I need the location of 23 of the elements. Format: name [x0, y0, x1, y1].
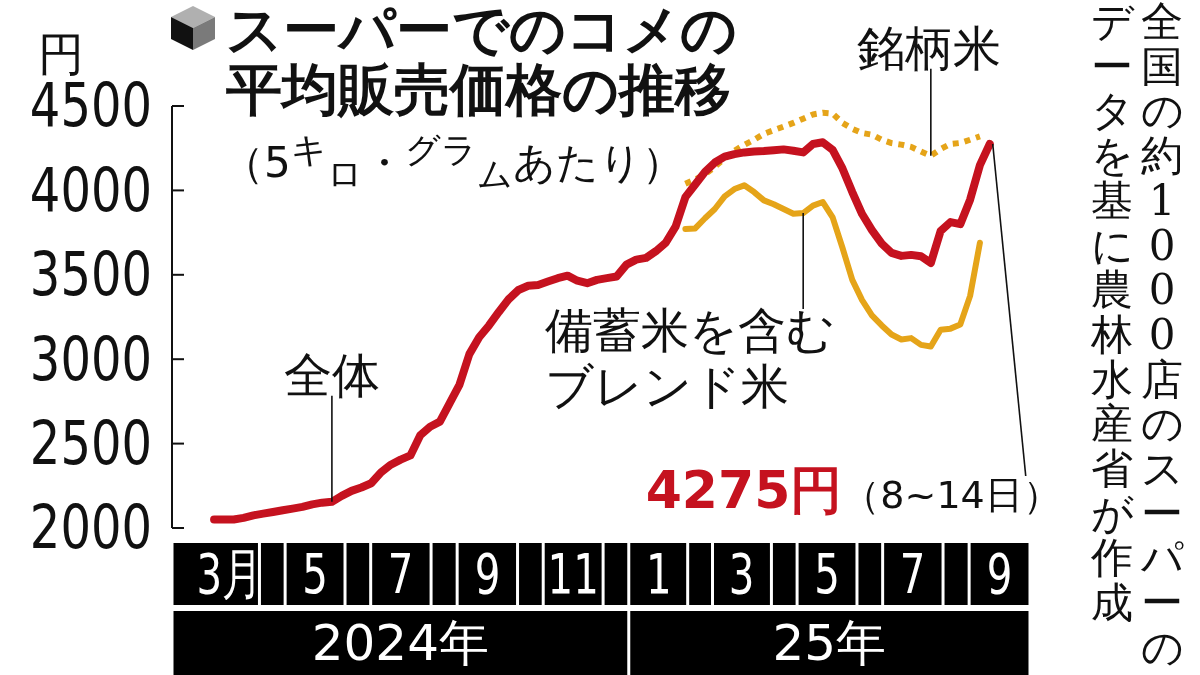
x-tick-label: 5 [302, 541, 328, 607]
y-tick-label: 3500 [29, 240, 152, 310]
x-tick-label: 9 [474, 541, 501, 607]
chart-title: スーパーでのコメの平均販売価格の推移 [226, 0, 738, 122]
text: 全国の約1000店のスーパーのデータを基に農林水産省が作成 [1090, 0, 1184, 672]
series-label: 備蓄米を含むブレンド米 [545, 302, 836, 415]
y-tick-label: 4000 [29, 155, 152, 226]
y-tick-label: 2000 [29, 493, 152, 563]
y-tick-label: 2500 [29, 408, 152, 479]
x-tick-label: 5 [814, 541, 840, 607]
x-tick-label: 3 [728, 541, 755, 607]
x-tick-label: 7 [899, 541, 926, 607]
series-label: 銘柄米 [856, 19, 1001, 76]
text: 2024年 [311, 614, 490, 672]
annotation: 4275円（8~14日） [645, 460, 1061, 520]
x-tick-label: 9 [986, 541, 1013, 607]
y-tick-label: 3000 [29, 324, 152, 394]
x-tick-label: 3月 [196, 541, 263, 607]
x-tick-label: 7 [387, 541, 414, 607]
text: 25年 [772, 614, 887, 672]
text: （5$^{キ}$$_{ロ}$・$^{グラ}$$_{ム}$あたり） [222, 129, 684, 197]
series-label: 全体 [283, 346, 380, 403]
x-tick-label: 1 [645, 541, 672, 607]
